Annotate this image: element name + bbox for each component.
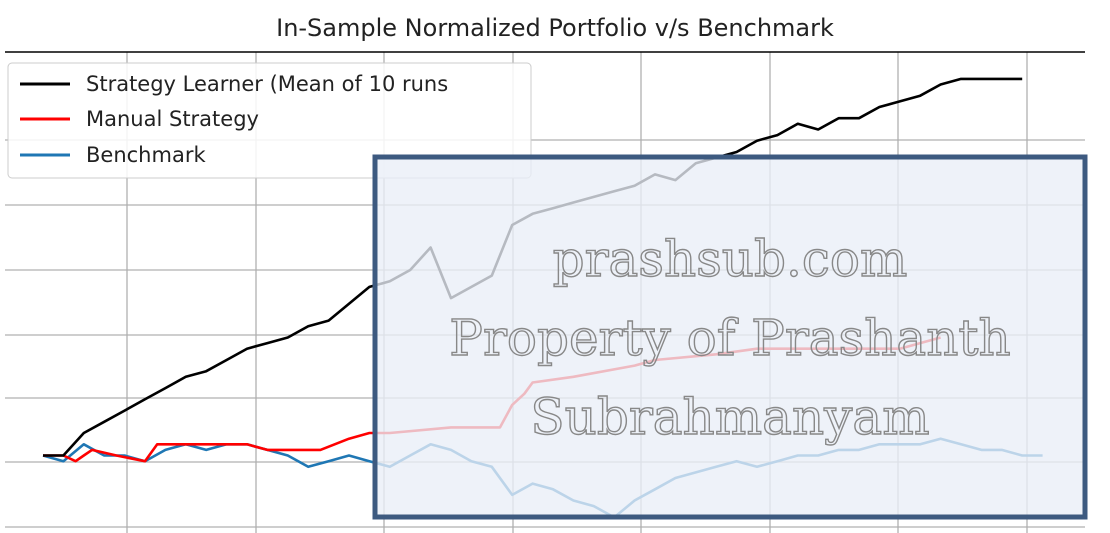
legend-label-manual: Manual Strategy: [86, 107, 259, 131]
watermark-line-2: Property of Prashanth: [449, 309, 1010, 367]
legend-box: [7, 62, 532, 179]
watermark-line-1: prashsub.com: [553, 230, 908, 288]
legend: Strategy Learner (Mean of 10 runs Manual…: [7, 62, 532, 179]
legend-label-benchmark: Benchmark: [86, 143, 206, 167]
legend-label-strategy: Strategy Learner (Mean of 10 runs: [86, 72, 448, 96]
chart-title: In-Sample Normalized Portfolio v/s Bench…: [276, 14, 834, 42]
watermark-overlay: prashsub.com Property of Prashanth Subra…: [372, 154, 1088, 520]
watermark-box: [372, 154, 1088, 520]
watermark-line-3: Subrahmanyam: [530, 388, 929, 446]
